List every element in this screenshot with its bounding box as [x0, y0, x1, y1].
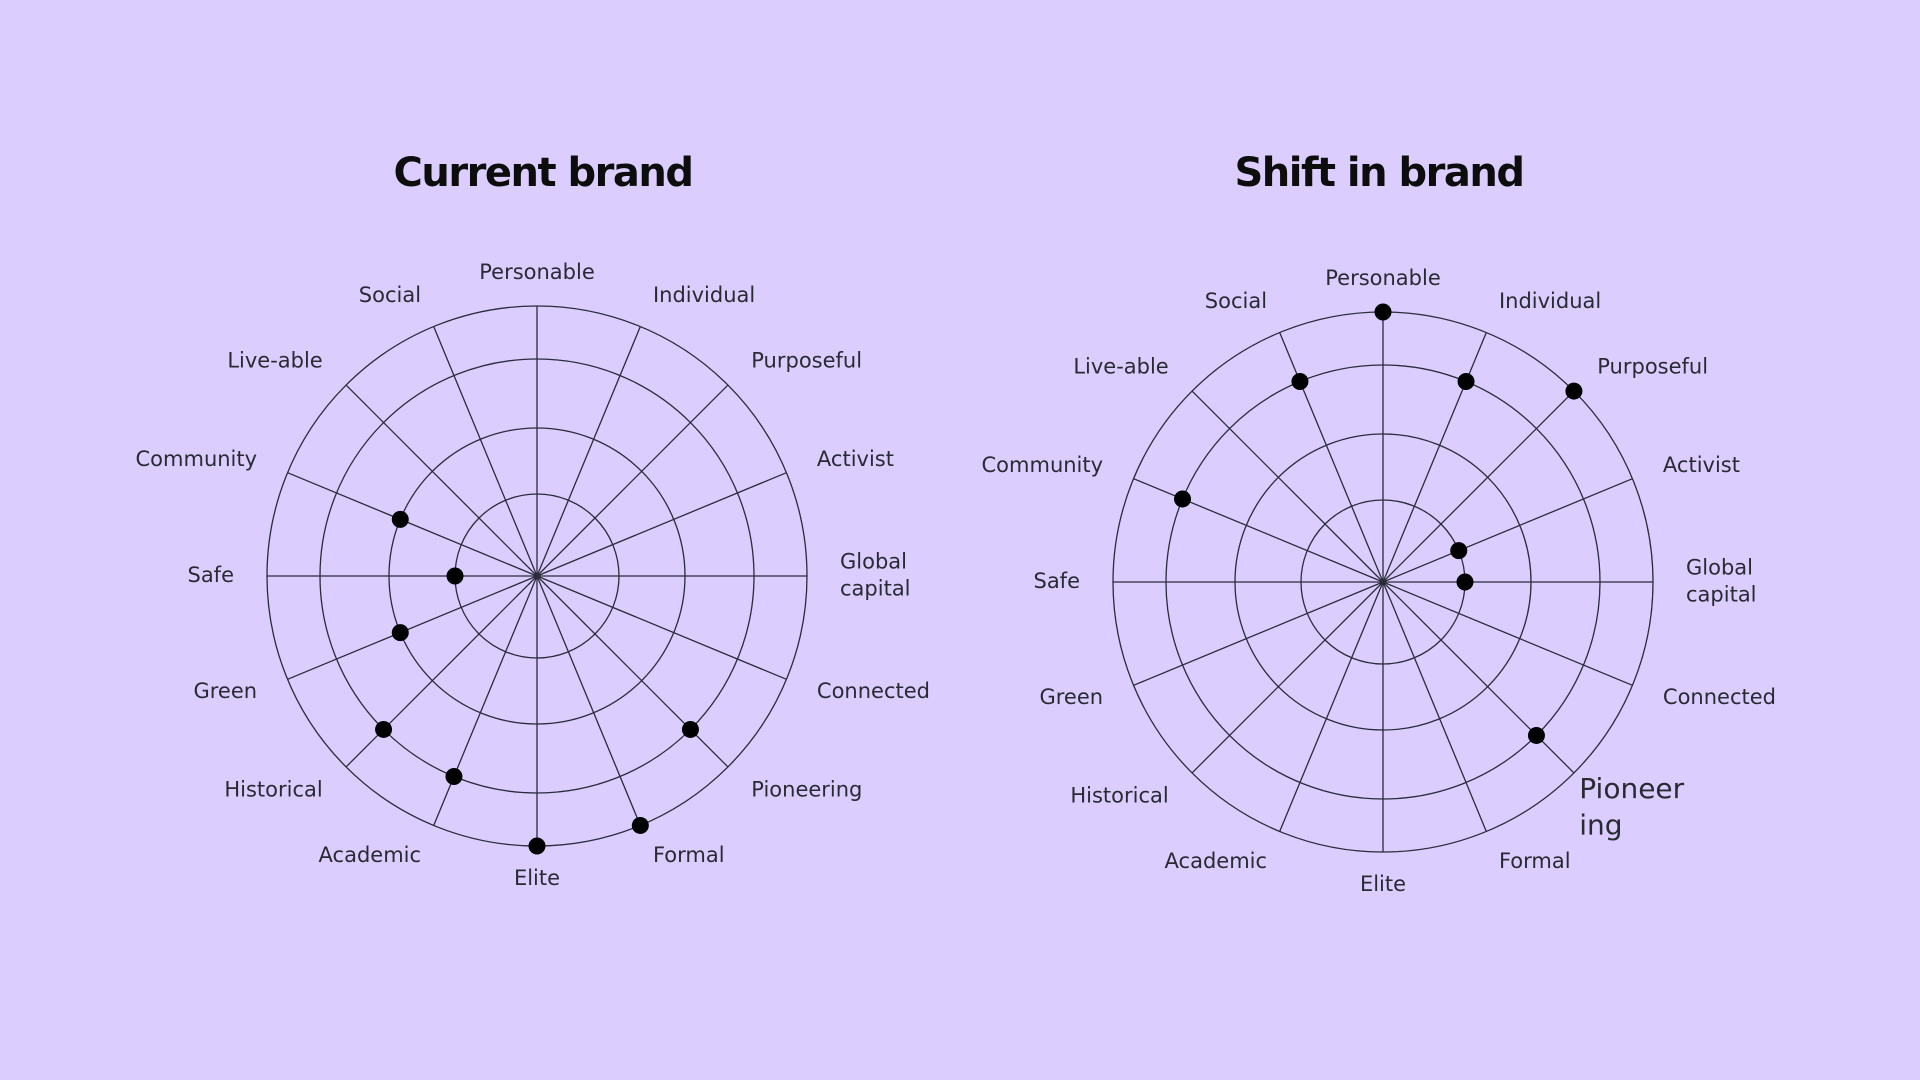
data-point-safe [446, 567, 464, 585]
data-point-historical [375, 720, 393, 738]
category-label-global-capital: Global capital [1686, 555, 1757, 606]
axis-social [433, 326, 538, 577]
axis-social [1279, 332, 1384, 583]
axis-connected [536, 575, 787, 680]
axis-live-able [345, 384, 538, 577]
axis-community [1133, 478, 1384, 583]
chart-title-current-brand: Current brand [393, 150, 694, 196]
category-label-historical: Historical [224, 777, 322, 801]
data-point-green [391, 624, 409, 642]
category-label-connected: Connected [817, 679, 930, 703]
data-point-formal [631, 816, 649, 834]
category-label-safe: Safe [187, 563, 234, 587]
axis-live-able [1191, 390, 1384, 583]
category-label-individual: Individual [653, 283, 755, 307]
axis-individual [1382, 332, 1487, 583]
category-label-community: Community [136, 447, 258, 471]
axis-pioneer-ing [1382, 581, 1575, 774]
category-label-formal: Formal [653, 843, 725, 867]
data-point-community [1174, 490, 1192, 508]
axis-formal [1382, 581, 1487, 832]
category-label-personable: Personable [1325, 266, 1441, 290]
category-label-live-able: Live-able [227, 349, 322, 373]
data-point-elite [528, 837, 546, 855]
category-label-formal: Formal [1499, 849, 1571, 873]
category-label-academic: Academic [1165, 849, 1268, 873]
axis-historical [1191, 581, 1384, 774]
axis-green [287, 575, 538, 680]
axis-activist [1382, 478, 1633, 583]
category-label-connected: Connected [1663, 685, 1776, 709]
data-point-pioneering [681, 720, 699, 738]
data-point-personable [1374, 303, 1392, 321]
category-label-activist: Activist [1663, 453, 1740, 477]
data-point-social [1291, 373, 1309, 391]
axis-formal [536, 575, 641, 826]
category-label-personable: Personable [479, 260, 595, 284]
axis-activist [536, 472, 787, 577]
category-label-global-capital: Global capital [840, 549, 911, 600]
axis-community [287, 472, 538, 577]
category-label-academic: Academic [319, 843, 422, 867]
data-point-community [391, 510, 409, 528]
data-point-activist [1450, 542, 1468, 560]
data-point-global-capital [1456, 573, 1474, 591]
category-label-community: Community [982, 453, 1104, 477]
axis-connected [1382, 581, 1633, 686]
axis-individual [536, 326, 641, 577]
axis-academic [1279, 581, 1384, 832]
axis-purposeful [536, 384, 729, 577]
data-point-purposeful [1565, 382, 1583, 400]
category-label-social: Social [359, 283, 421, 307]
category-label-green: Green [1039, 685, 1103, 709]
axis-purposeful [1382, 390, 1575, 583]
category-label-social: Social [1205, 289, 1267, 313]
category-label-live-able: Live-able [1073, 355, 1168, 379]
category-label-safe: Safe [1033, 569, 1080, 593]
category-label-elite: Elite [1360, 872, 1406, 896]
category-label-historical: Historical [1070, 783, 1168, 807]
category-label-activist: Activist [817, 447, 894, 471]
data-point-academic [445, 767, 463, 785]
chart-title-shift-in-brand: Shift in brand [1234, 150, 1525, 196]
data-point-individual [1457, 373, 1475, 391]
category-label-individual: Individual [1499, 289, 1601, 313]
category-label-pioneering: Pioneering [751, 777, 862, 801]
category-label-purposeful: Purposeful [1597, 355, 1708, 379]
category-label-pioneer-ing: Pioneer ing [1579, 772, 1684, 841]
category-label-green: Green [193, 679, 257, 703]
data-point-pioneer-ing [1527, 726, 1545, 744]
axis-green [1133, 581, 1384, 686]
category-label-elite: Elite [514, 866, 560, 890]
category-label-purposeful: Purposeful [751, 349, 862, 373]
